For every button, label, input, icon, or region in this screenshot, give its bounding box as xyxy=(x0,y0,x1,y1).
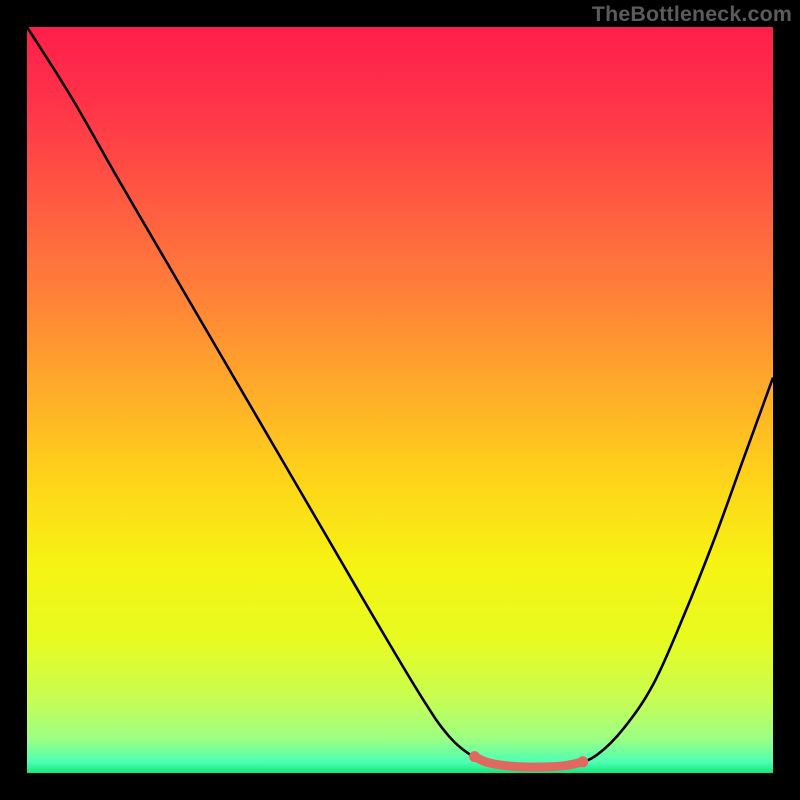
optimal-range-endpoint-left xyxy=(469,751,480,762)
optimal-range-endpoint-right xyxy=(577,756,588,767)
chart-canvas: TheBottleneck.com xyxy=(0,0,800,800)
watermark-text: TheBottleneck.com xyxy=(592,2,792,27)
chart-svg xyxy=(0,0,800,800)
